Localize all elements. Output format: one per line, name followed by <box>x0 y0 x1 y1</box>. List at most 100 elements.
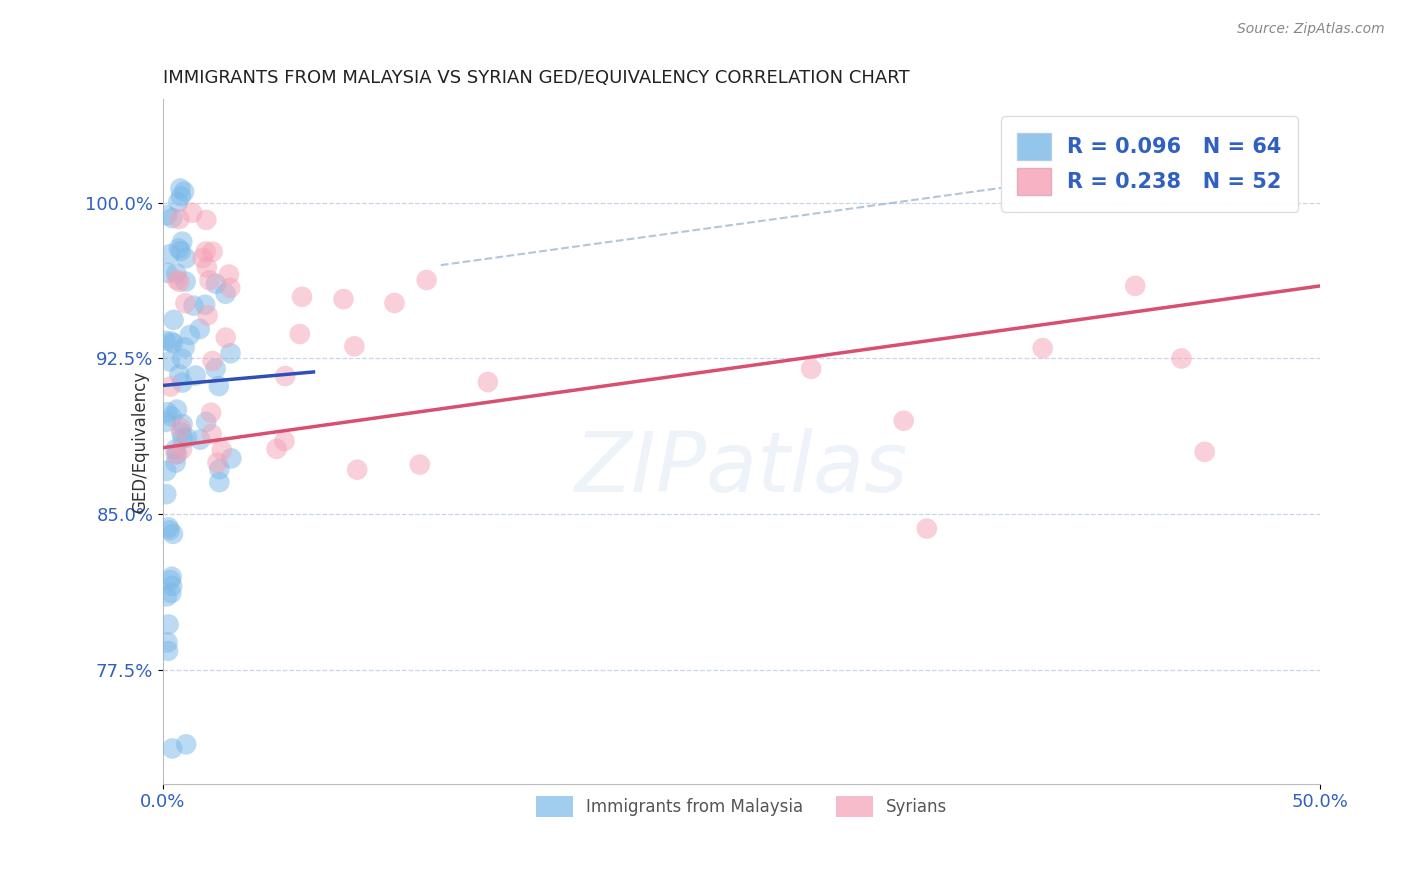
Point <box>169 275 191 289</box>
Point <box>201 244 224 259</box>
Point <box>274 369 297 384</box>
Point <box>162 336 184 351</box>
Text: Source: ZipAtlas.com: Source: ZipAtlas.com <box>1237 22 1385 37</box>
Point <box>159 354 181 368</box>
Point <box>172 417 194 431</box>
Point <box>194 298 217 312</box>
Point <box>157 617 180 632</box>
Point <box>197 309 219 323</box>
Point <box>159 523 181 537</box>
Y-axis label: GED/Equivalency: GED/Equivalency <box>131 370 149 513</box>
Point <box>273 434 295 448</box>
Point <box>172 431 194 445</box>
Point <box>165 448 187 462</box>
Point <box>477 375 499 389</box>
Point <box>195 260 218 275</box>
Point <box>181 206 204 220</box>
Point <box>160 586 183 600</box>
Point <box>172 351 194 366</box>
Point <box>179 328 201 343</box>
Point <box>170 421 193 435</box>
Point <box>208 379 231 393</box>
Point <box>173 340 195 354</box>
Point <box>166 402 188 417</box>
Point <box>1170 351 1192 366</box>
Point <box>415 273 437 287</box>
Point <box>1032 341 1054 355</box>
Point <box>160 409 183 424</box>
Point <box>156 208 179 222</box>
Point <box>214 286 236 301</box>
Point <box>201 354 224 368</box>
Point <box>201 427 224 442</box>
Point <box>156 635 179 649</box>
Point <box>159 573 181 587</box>
Point <box>159 379 181 393</box>
Point <box>167 242 190 256</box>
Point <box>165 442 187 457</box>
Point <box>174 275 197 289</box>
Point <box>165 456 187 470</box>
Point <box>167 195 190 210</box>
Point <box>169 212 191 227</box>
Point <box>162 741 184 756</box>
Point <box>800 362 823 376</box>
Point <box>1194 445 1216 459</box>
Point <box>156 405 179 419</box>
Point <box>198 273 221 287</box>
Point <box>173 185 195 199</box>
Point <box>170 425 193 440</box>
Point <box>162 313 184 327</box>
Point <box>218 268 240 282</box>
Point <box>221 451 243 466</box>
Point <box>204 361 226 376</box>
Point <box>915 522 938 536</box>
Point <box>172 235 194 249</box>
Point <box>188 433 211 447</box>
Point <box>211 443 233 458</box>
Point <box>169 181 191 195</box>
Point <box>291 290 314 304</box>
Point <box>194 244 217 259</box>
Point <box>208 475 231 490</box>
Point <box>165 267 187 281</box>
Point <box>172 376 194 390</box>
Point <box>157 520 180 534</box>
Point <box>155 415 177 429</box>
Point <box>155 487 177 501</box>
Point <box>208 462 231 476</box>
Point <box>174 251 197 265</box>
Point <box>288 326 311 341</box>
Point <box>184 368 207 383</box>
Point <box>156 266 179 280</box>
Point <box>170 244 193 258</box>
Point <box>1123 278 1146 293</box>
Point <box>160 334 183 349</box>
Point <box>155 464 177 478</box>
Point <box>188 322 211 336</box>
Point <box>176 431 198 445</box>
Point <box>195 213 218 227</box>
Point <box>157 644 180 658</box>
Point <box>409 458 432 472</box>
Point <box>169 368 191 382</box>
Point <box>183 299 205 313</box>
Point <box>170 189 193 203</box>
Text: IMMIGRANTS FROM MALAYSIA VS SYRIAN GED/EQUIVALENCY CORRELATION CHART: IMMIGRANTS FROM MALAYSIA VS SYRIAN GED/E… <box>163 69 910 87</box>
Point <box>162 211 184 226</box>
Point <box>384 296 406 310</box>
Point <box>893 414 915 428</box>
Point <box>156 590 179 604</box>
Point <box>343 339 366 353</box>
Point <box>174 296 197 310</box>
Text: ZIPatlas: ZIPatlas <box>575 428 908 509</box>
Point <box>166 447 188 461</box>
Point <box>332 292 354 306</box>
Point <box>195 415 218 429</box>
Point <box>191 251 214 265</box>
Point <box>219 281 242 295</box>
Point <box>266 442 288 456</box>
Point <box>174 737 197 751</box>
Point <box>207 456 229 470</box>
Point <box>205 277 228 291</box>
